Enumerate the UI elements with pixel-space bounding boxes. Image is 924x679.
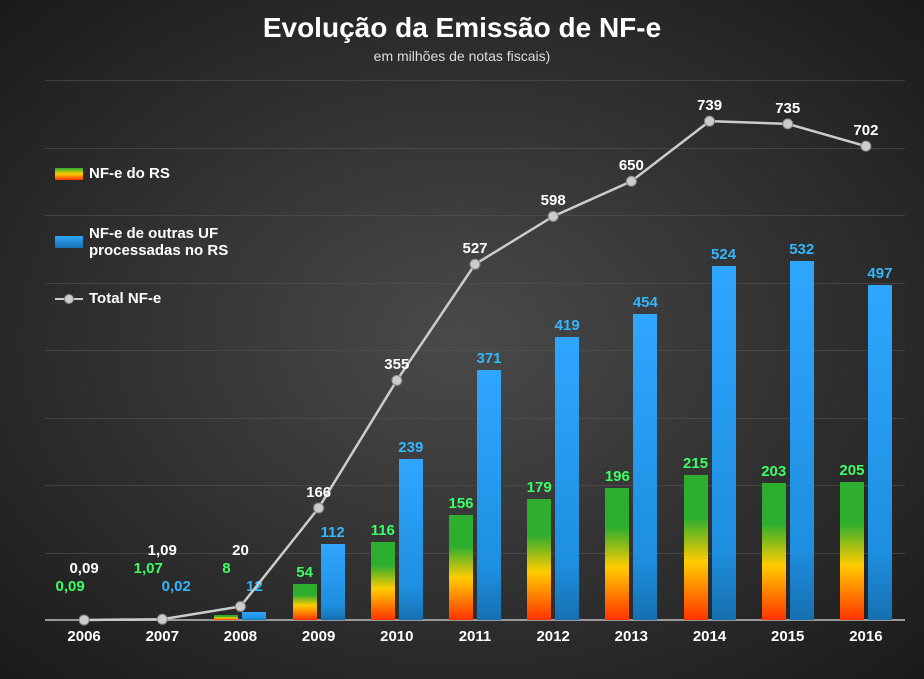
x-tick: 2007 <box>123 628 201 645</box>
legend-label: NF-e do RS <box>89 165 170 182</box>
chart-subtitle: em milhões de notas fiscais) <box>0 48 924 64</box>
x-tick: 2016 <box>827 628 905 645</box>
x-tick: 2013 <box>592 628 670 645</box>
plot-area: 0,091,070,028125411211623915637117941919… <box>45 80 905 620</box>
x-tick: 2011 <box>436 628 514 645</box>
legend-label: Total NF-e <box>89 290 161 307</box>
line-value-label: 0,09 <box>54 560 114 577</box>
legend-line-icon <box>55 298 83 300</box>
x-tick: 2009 <box>280 628 358 645</box>
x-tick: 2006 <box>45 628 123 645</box>
legend-item: NF-e de outras UF processadas no RS <box>55 225 228 259</box>
legend-swatch <box>55 236 83 248</box>
line-value-label: 1,09 <box>132 542 192 559</box>
chart-container: { "title": {"text":"Evolução da Emissão … <box>0 0 924 679</box>
line-value-label: 527 <box>445 240 505 257</box>
total-line <box>45 80 905 620</box>
x-tick: 2008 <box>201 628 279 645</box>
line-value-label: 166 <box>289 484 349 501</box>
x-tick: 2012 <box>514 628 592 645</box>
line-value-label: 739 <box>680 97 740 114</box>
x-tick: 2014 <box>670 628 748 645</box>
line-value-label: 650 <box>601 157 661 174</box>
x-tick: 2015 <box>749 628 827 645</box>
legend-swatch <box>55 168 83 180</box>
legend-item: NF-e do RS <box>55 165 170 182</box>
legend-item: Total NF-e <box>55 290 161 307</box>
line-value-label: 735 <box>758 100 818 117</box>
legend-label: NF-e de outras UF processadas no RS <box>89 225 228 259</box>
line-value-label: 355 <box>367 356 427 373</box>
line-value-label: 20 <box>210 542 270 559</box>
line-value-label: 598 <box>523 192 583 209</box>
line-value-label: 702 <box>836 122 896 139</box>
x-tick: 2010 <box>358 628 436 645</box>
chart-title: Evolução da Emissão de NF-e <box>0 12 924 44</box>
